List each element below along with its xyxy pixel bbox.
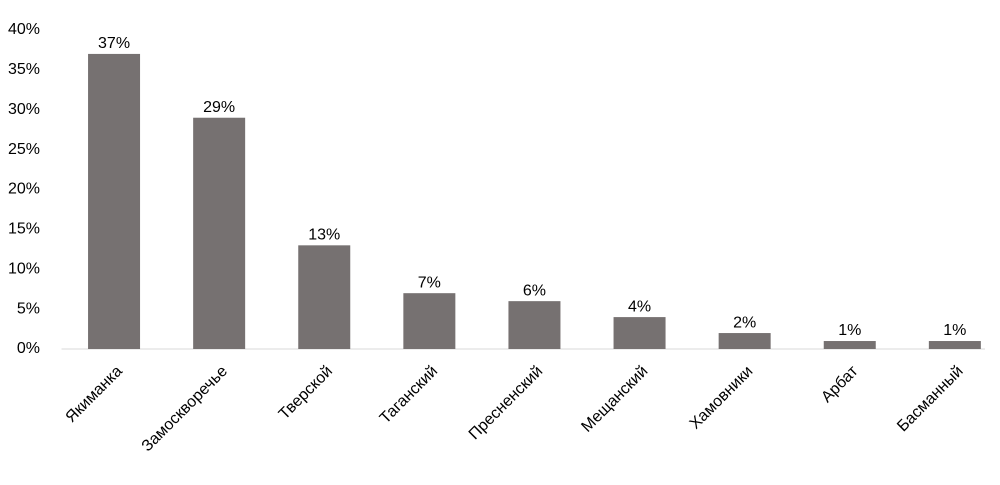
bar: [88, 53, 141, 350]
y-tick-label: 20%: [8, 181, 40, 198]
x-tick-label: Хамовники: [687, 363, 757, 433]
data-label: 2%: [733, 314, 756, 331]
x-tick-label: Таганский: [377, 363, 441, 427]
data-label: 29%: [203, 99, 235, 116]
x-tick-label: Тверской: [276, 363, 336, 423]
data-label: 37%: [98, 35, 130, 52]
data-label: 4%: [628, 298, 651, 315]
bar: [823, 341, 876, 349]
data-label: 7%: [418, 274, 441, 291]
data-label: 1%: [838, 322, 861, 339]
data-label: 6%: [523, 282, 546, 299]
x-tick-label: Пресненский: [466, 363, 546, 443]
y-tick-label: 10%: [8, 260, 40, 277]
x-tick-label: Мещанский: [578, 363, 651, 436]
y-tick-label: 0%: [17, 340, 40, 357]
y-tick-label: 15%: [8, 221, 40, 238]
y-tick-label: 40%: [8, 21, 40, 38]
data-label: 1%: [943, 322, 966, 339]
bar: [298, 245, 351, 349]
data-label: 13%: [308, 227, 340, 244]
bar: [718, 333, 771, 349]
y-tick-label: 25%: [8, 141, 40, 158]
bar: [193, 117, 246, 349]
bar: [613, 317, 666, 349]
x-tick-label: Замоскворечье: [139, 363, 231, 455]
x-tick-label: Арбат: [818, 362, 862, 406]
x-tick-label: Басманный: [894, 363, 966, 435]
bar: [928, 341, 981, 349]
bar: [403, 293, 456, 349]
x-tick-label: Якиманка: [63, 363, 126, 426]
bar: [508, 301, 561, 349]
y-tick-label: 35%: [8, 61, 40, 78]
y-tick-label: 5%: [17, 300, 40, 317]
y-tick-label: 30%: [8, 101, 40, 118]
